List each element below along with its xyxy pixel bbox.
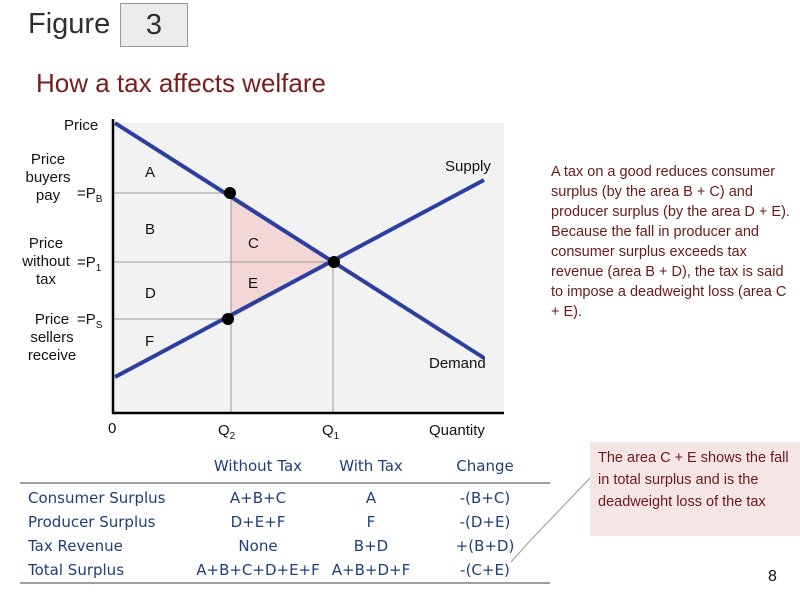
table-header-without-tax: Without Tax (213, 457, 303, 475)
figure-number: 3 (120, 3, 188, 47)
table-cell: None (238, 537, 278, 555)
deadweight-loss-triangle (231, 193, 333, 319)
explanation-text: A tax on a good reduces consumer surplus… (551, 164, 790, 320)
table-row-label-producer: Producer Surplus (28, 513, 156, 531)
callout-pointer-lower (510, 542, 529, 563)
region-f-label: F (145, 333, 155, 350)
table-row-label-total: Total Surplus (28, 561, 125, 579)
table-cell: A (365, 489, 377, 507)
buyer-price-point (224, 187, 236, 199)
table-header-with-tax: With Tax (339, 457, 403, 475)
table-cell: -(B+C) (459, 489, 511, 507)
demand-label: Demand (429, 355, 486, 372)
price-without-tax-label: Price without tax (22, 235, 70, 288)
table-cell: A+B+C+D+E+F (196, 561, 320, 579)
region-b-label: B (145, 221, 156, 238)
table-cell: A+B+C (229, 489, 287, 507)
x-axis-title: Quantity (429, 422, 485, 439)
pb-symbol: =PB (77, 185, 103, 205)
demand-curve (113, 121, 486, 360)
table-cell: A+B+D+F (331, 561, 411, 579)
table-cell: D+E+F (230, 513, 286, 531)
table-header-change: Change (456, 457, 514, 475)
table-cell: F (366, 513, 376, 531)
price-sellers-receive-label: Price sellers receive (27, 311, 77, 364)
region-e-label: E (248, 275, 259, 292)
ps-symbol: =PS (77, 311, 103, 331)
page-title: How a tax affects welfare (36, 68, 326, 98)
callout-pointer-upper (527, 477, 591, 544)
deadweight-callout: The area C + E shows the fall in total s… (590, 442, 800, 536)
equilibrium-point (328, 256, 340, 268)
supply-label: Supply (445, 158, 491, 175)
y-axis-title: Price (64, 117, 99, 134)
region-c-label: C (248, 235, 259, 252)
table-cell: +(B+D) (455, 537, 515, 555)
region-d-label: D (145, 285, 156, 302)
page-number: 8 (768, 568, 777, 585)
table-cell: -(C+E) (460, 561, 510, 579)
table-row-label-consumer: Consumer Surplus (28, 489, 166, 507)
region-a-label: A (145, 164, 156, 181)
q2-label: Q2 (218, 422, 236, 442)
figure-label: Figure (28, 8, 111, 40)
seller-price-point (222, 313, 234, 325)
table-cell: -(D+E) (459, 513, 511, 531)
origin-label: 0 (108, 420, 117, 437)
table-cell: B+D (353, 537, 389, 555)
p1-symbol: =P1 (77, 254, 102, 274)
table-row-label-tax-revenue: Tax Revenue (28, 537, 123, 555)
price-buyers-pay-label: Price buyers pay (25, 151, 71, 204)
q1-label: Q1 (322, 422, 340, 442)
supply-curve (114, 178, 485, 379)
